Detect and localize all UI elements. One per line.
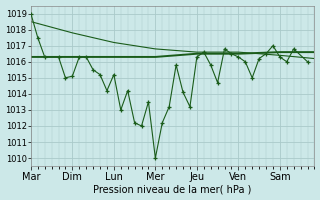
X-axis label: Pression niveau de la mer( hPa ): Pression niveau de la mer( hPa ): [93, 184, 252, 194]
